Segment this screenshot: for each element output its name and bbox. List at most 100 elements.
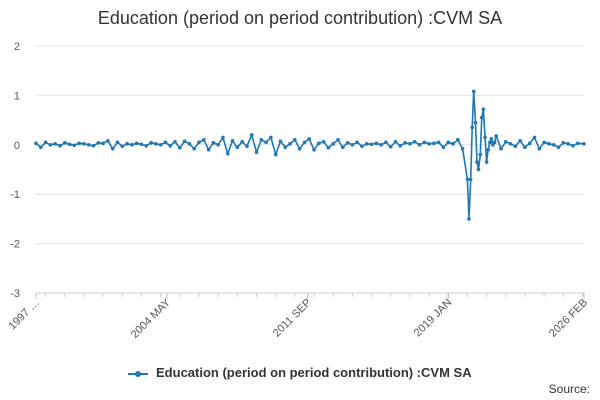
data-point[interactable] (475, 160, 479, 164)
data-point[interactable] (470, 125, 475, 130)
data-point[interactable] (307, 137, 312, 141)
data-point[interactable] (293, 138, 297, 142)
data-point[interactable] (43, 140, 48, 145)
data-point[interactable] (355, 140, 359, 145)
data-point[interactable] (384, 140, 388, 145)
data-point[interactable] (173, 140, 177, 144)
data-point[interactable] (350, 143, 355, 147)
data-point[interactable] (158, 143, 163, 147)
data-point[interactable] (77, 141, 81, 146)
data-point[interactable] (467, 217, 471, 221)
data-point[interactable] (235, 145, 240, 150)
data-point[interactable] (139, 142, 144, 147)
data-point[interactable] (321, 140, 326, 144)
data-point[interactable] (115, 140, 120, 145)
data-point[interactable] (245, 144, 249, 149)
data-point[interactable] (326, 145, 331, 150)
data-point[interactable] (187, 142, 192, 146)
data-point[interactable] (331, 142, 336, 146)
data-point[interactable] (556, 145, 561, 150)
data-point[interactable] (192, 146, 196, 151)
data-point[interactable] (427, 142, 431, 146)
data-point[interactable] (201, 138, 206, 142)
data-point[interactable] (168, 143, 173, 148)
data-point[interactable] (499, 146, 503, 151)
data-point[interactable] (53, 142, 57, 146)
data-point[interactable] (86, 143, 91, 147)
data-point[interactable] (451, 142, 455, 146)
data-point[interactable] (473, 120, 478, 125)
data-point[interactable] (67, 142, 72, 147)
data-point[interactable] (317, 141, 321, 146)
data-point[interactable] (221, 135, 225, 140)
data-point[interactable] (441, 145, 446, 150)
data-point[interactable] (468, 177, 473, 182)
data-point[interactable] (269, 135, 273, 140)
data-point[interactable] (494, 134, 498, 138)
data-point[interactable] (364, 142, 369, 146)
data-point[interactable] (465, 177, 470, 182)
data-point[interactable] (206, 147, 211, 152)
data-point[interactable] (211, 141, 216, 145)
data-point[interactable] (471, 89, 476, 94)
data-point[interactable] (508, 142, 513, 146)
data-point[interactable] (456, 138, 460, 142)
data-point[interactable] (182, 139, 187, 144)
data-point[interactable] (393, 140, 398, 144)
data-point[interactable] (537, 146, 542, 151)
data-point[interactable] (34, 141, 38, 146)
data-point[interactable] (432, 141, 436, 146)
data-point[interactable] (486, 147, 490, 152)
data-point[interactable] (254, 150, 259, 155)
data-point[interactable] (489, 137, 494, 141)
legend[interactable]: Education (period on period contribution… (0, 365, 600, 380)
data-point[interactable] (125, 142, 129, 146)
data-point[interactable] (240, 140, 244, 144)
data-point[interactable] (408, 142, 412, 146)
data-point[interactable] (446, 140, 451, 145)
data-point[interactable] (398, 143, 403, 148)
data-point[interactable] (264, 140, 268, 145)
data-point[interactable] (388, 144, 393, 149)
data-point[interactable] (542, 140, 546, 145)
data-point[interactable] (273, 152, 278, 157)
data-point[interactable] (488, 140, 492, 145)
data-point[interactable] (82, 142, 86, 146)
data-point[interactable] (575, 141, 580, 146)
data-point[interactable] (379, 143, 383, 147)
data-point[interactable] (259, 138, 264, 142)
data-point[interactable] (422, 140, 427, 145)
data-point[interactable] (360, 144, 364, 149)
data-point[interactable] (582, 142, 586, 146)
data-point[interactable] (478, 152, 483, 157)
data-point[interactable] (503, 140, 508, 144)
data-point[interactable] (130, 143, 134, 147)
data-point[interactable] (225, 151, 230, 156)
data-point[interactable] (523, 145, 527, 150)
data-point[interactable] (532, 135, 537, 140)
data-point[interactable] (197, 140, 201, 145)
data-point[interactable] (48, 143, 53, 147)
data-point[interactable] (58, 143, 62, 148)
data-point[interactable] (144, 143, 149, 148)
data-point[interactable] (476, 167, 481, 172)
data-point[interactable] (178, 145, 182, 150)
data-point[interactable] (216, 143, 220, 147)
data-point[interactable] (412, 140, 417, 144)
data-point[interactable] (154, 142, 158, 146)
data-point[interactable] (518, 139, 522, 143)
data-point[interactable] (62, 141, 67, 145)
data-point[interactable] (571, 143, 575, 148)
data-point[interactable] (283, 145, 288, 150)
data-point[interactable] (96, 141, 101, 145)
data-point[interactable] (38, 145, 43, 150)
data-point[interactable] (120, 144, 125, 149)
data-point[interactable] (481, 107, 486, 112)
data-point[interactable] (369, 142, 374, 147)
data-point[interactable] (163, 140, 168, 145)
data-point[interactable] (483, 135, 487, 140)
data-point[interactable] (403, 141, 407, 145)
data-point[interactable] (149, 141, 153, 145)
data-point[interactable] (345, 141, 350, 145)
data-point[interactable] (106, 139, 110, 143)
